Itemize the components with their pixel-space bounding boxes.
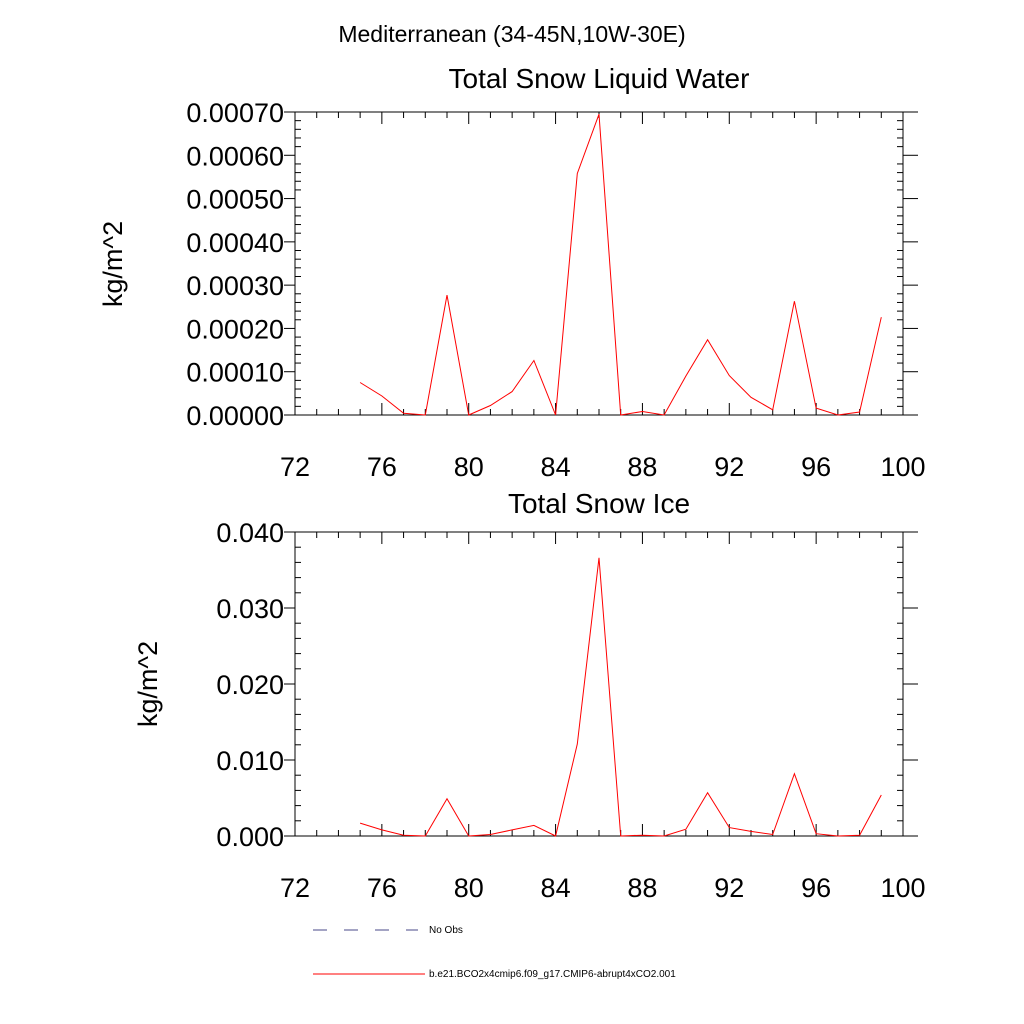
chart-title-snow-ice: Total Snow Ice bbox=[508, 488, 690, 519]
x-tick-label: 88 bbox=[627, 452, 657, 482]
x-tick-label: 72 bbox=[280, 873, 310, 903]
series-line-snow-ice bbox=[359, 557, 882, 837]
legend-label-model-run: b.e21.BCO2x4cmip6.f09_g17.CMIP6-abrupt4x… bbox=[429, 969, 676, 980]
x-tick-label: 84 bbox=[541, 873, 571, 903]
legend: No Obs b.e21.BCO2x4cmip6.f09_g17.CMIP6-a… bbox=[313, 925, 676, 980]
plot-area-liquid-water: 72 76 80 84 88 92 96 100 0.00000 0.00010 0.00020 0.… bbox=[186, 98, 925, 482]
x-tick-label: 80 bbox=[454, 452, 484, 482]
plot-frame bbox=[294, 111, 904, 416]
legend-label-no-obs: No Obs bbox=[429, 925, 463, 936]
figure-title: Mediterranean (34-45N,10W-30E) bbox=[338, 21, 685, 47]
y-tick-label: 0.030 bbox=[216, 594, 284, 624]
chart-panel-liquid-water: Total Snow Liquid Water kg/m^2 72 76 80 84 8… bbox=[98, 63, 926, 482]
y-tick-label: 0.010 bbox=[216, 746, 284, 776]
y-tick-label: 0.040 bbox=[216, 518, 284, 548]
x-tick-label: 80 bbox=[454, 873, 484, 903]
plot-area-snow-ice: 72 76 80 84 88 92 96 100 0.000 0.010 0.020 0.030 0.0… bbox=[216, 518, 925, 903]
x-tick-label: 96 bbox=[801, 873, 831, 903]
x-tick-label: 88 bbox=[627, 873, 657, 903]
y-tick-label: 0.00050 bbox=[186, 185, 284, 215]
y-tick-label: 0.020 bbox=[216, 670, 284, 700]
series-line-liquid-water bbox=[359, 114, 882, 416]
x-tick-label: 76 bbox=[367, 452, 397, 482]
y-axis-label-snow-ice: kg/m^2 bbox=[133, 641, 163, 727]
x-tick-label: 100 bbox=[880, 452, 925, 482]
y-tick-label: 0.00060 bbox=[186, 141, 284, 171]
x-tick-label: 100 bbox=[880, 873, 925, 903]
x-tick-label: 72 bbox=[280, 452, 310, 482]
chart-title-liquid-water: Total Snow Liquid Water bbox=[449, 63, 750, 94]
y-axis-label-liquid-water: kg/m^2 bbox=[98, 221, 128, 307]
y-tick-label: 0.00000 bbox=[186, 401, 284, 431]
y-tick-label: 0.00020 bbox=[186, 314, 284, 344]
plot-frame bbox=[294, 531, 904, 837]
x-tick-label: 96 bbox=[801, 452, 831, 482]
y-tick-label: 0.00040 bbox=[186, 228, 284, 258]
chart-panel-snow-ice: Total Snow Ice kg/m^2 72 76 80 84 88 92 96 100 0… bbox=[133, 488, 926, 903]
x-tick-label: 92 bbox=[714, 873, 744, 903]
y-tick-label: 0.00030 bbox=[186, 271, 284, 301]
y-tick-label: 0.00070 bbox=[186, 98, 284, 128]
x-tick-label: 76 bbox=[367, 873, 397, 903]
y-tick-label: 0.000 bbox=[216, 822, 284, 852]
x-tick-label: 84 bbox=[541, 452, 571, 482]
y-tick-label: 0.00010 bbox=[186, 358, 284, 388]
x-tick-label: 92 bbox=[714, 452, 744, 482]
